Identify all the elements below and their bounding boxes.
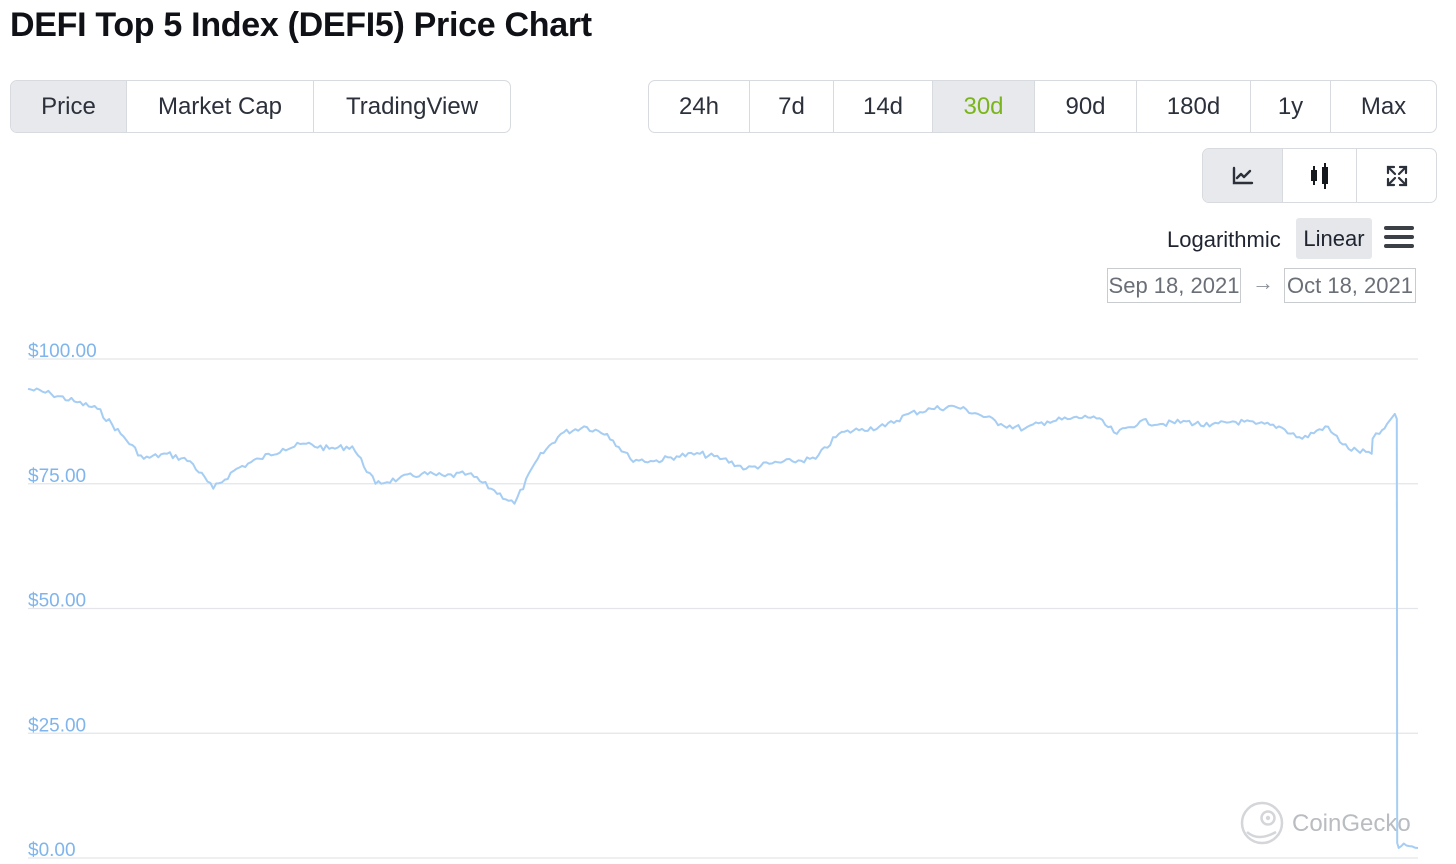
range-7d[interactable]: 7d <box>750 81 834 132</box>
y-tick-label: $100.00 <box>28 341 97 362</box>
range-1y[interactable]: 1y <box>1251 81 1331 132</box>
tab-price[interactable]: Price <box>11 81 127 132</box>
y-tick-label: $25.00 <box>28 715 86 736</box>
date-from-input[interactable]: Sep 18, 2021 <box>1107 268 1241 303</box>
line-chart-button[interactable] <box>1203 149 1283 202</box>
time-range-tab-group: 24h 7d 14d 30d 90d 180d 1y Max <box>648 80 1437 133</box>
range-max[interactable]: Max <box>1360 92 1407 120</box>
y-axis-labels: $0.00 $25.00 $50.00 $75.00 $100.00 <box>28 341 97 861</box>
chart-grid <box>28 358 1418 859</box>
y-tick-label: $0.00 <box>28 840 76 861</box>
range-30d[interactable]: 30d <box>933 81 1035 132</box>
price-chart: $0.00 $25.00 $50.00 $75.00 $100.00 CoinGecko <box>27 341 1419 861</box>
hamburger-menu-icon[interactable] <box>1384 224 1414 250</box>
scale-selector: Logarithmic Linear <box>1150 218 1440 260</box>
chart-type-tab-group: Price Market Cap TradingView <box>10 80 511 133</box>
scale-logarithmic-option[interactable]: Logarithmic <box>1167 227 1281 252</box>
range-90d[interactable]: 90d <box>1035 81 1137 132</box>
date-range-arrow: → <box>1252 270 1274 295</box>
tab-tradingview[interactable]: TradingView <box>345 92 479 120</box>
page-title: DEFI Top 5 Index (DEFI5) Price Chart <box>10 6 592 44</box>
range-180d[interactable]: 180d <box>1137 81 1251 132</box>
range-24h[interactable]: 24h <box>649 81 750 132</box>
chart-view-toggle-group <box>1202 148 1437 203</box>
scale-linear-option[interactable]: Linear <box>1296 218 1372 259</box>
y-tick-label: $75.00 <box>28 466 86 487</box>
expand-icon <box>1386 165 1407 186</box>
candlestick-icon <box>1310 162 1328 189</box>
watermark-text: CoinGecko <box>1292 810 1411 837</box>
price-series-line <box>27 387 1419 849</box>
y-tick-label: $50.00 <box>28 591 86 612</box>
line-chart-icon <box>1232 166 1253 184</box>
coingecko-watermark: CoinGecko <box>1240 801 1411 845</box>
expand-button[interactable] <box>1357 149 1436 202</box>
range-14d[interactable]: 14d <box>834 81 933 132</box>
date-to-input[interactable]: Oct 18, 2021 <box>1284 268 1416 303</box>
tab-market-cap[interactable]: Market Cap <box>127 81 314 132</box>
candlestick-button[interactable] <box>1283 149 1357 202</box>
